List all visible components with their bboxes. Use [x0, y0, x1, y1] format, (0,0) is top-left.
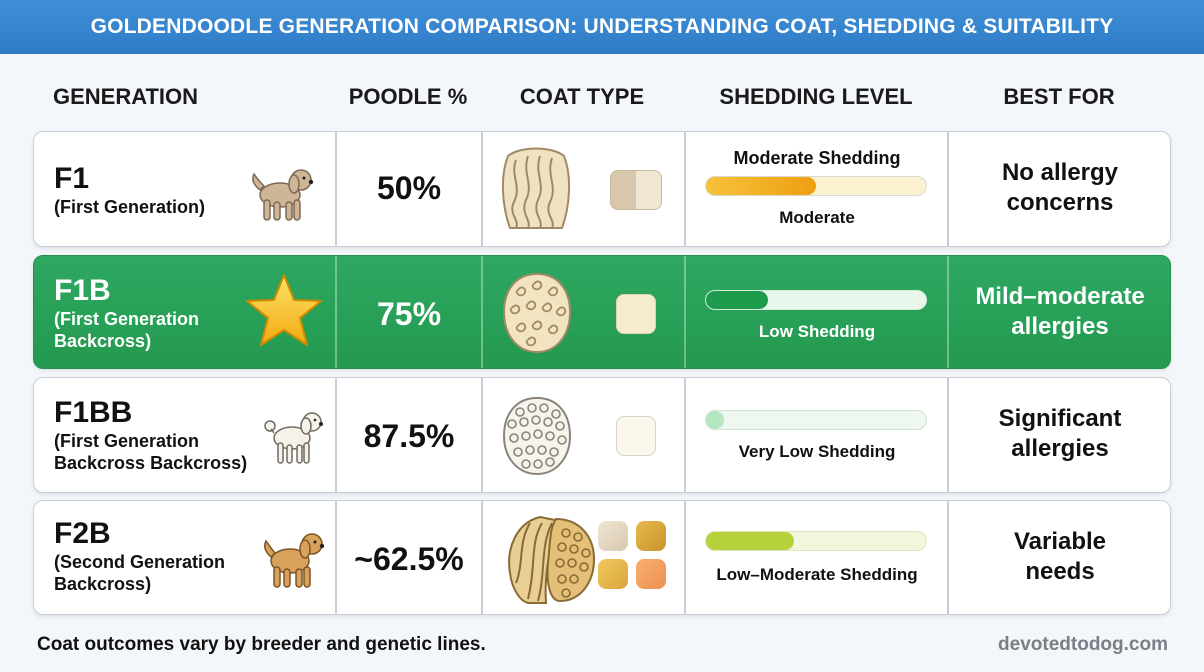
- shedding-label: Moderate: [779, 208, 855, 227]
- title-bar: GOLDENDOODLE GENERATION COMPARISON: UNDE…: [0, 0, 1204, 54]
- shedding-title: Moderate Shedding: [733, 148, 901, 168]
- coat-color-swatch: [636, 559, 666, 589]
- best-for: No allergy concerns: [1001, 159, 1119, 216]
- coat-color-swatch: [598, 521, 628, 551]
- shedding-bar-fill: [706, 411, 724, 429]
- curly-coat-icon: [502, 272, 572, 354]
- header-poodle-pct: POODLE %: [348, 84, 468, 109]
- best-for: Mild–moderate allergies: [975, 283, 1145, 340]
- generation-name: F1BB: [54, 396, 133, 429]
- generation-description: (Second Generation Backcross): [54, 552, 226, 594]
- shedding-label: Low–Moderate Shedding: [716, 565, 918, 584]
- generation-name: F1B: [54, 274, 111, 307]
- header-shedding-level: SHEDDING LEVEL: [719, 84, 913, 109]
- header-generation: GENERATION: [53, 84, 199, 109]
- shedding-bar-fill: [706, 291, 768, 309]
- table-row: F1 (First Generation) 50% Moderate Shedd…: [33, 131, 1171, 247]
- coat-color-swatch: [636, 521, 666, 551]
- generation-description: (First Generation Backcross Backcross): [54, 431, 248, 473]
- shedding-bar: [705, 290, 927, 310]
- footer-site-link[interactable]: devotedtodog.com: [998, 634, 1168, 655]
- best-for: Variable needs: [1013, 528, 1107, 585]
- shedding-bar: [705, 410, 927, 430]
- golden-doodle-dog-icon: [264, 533, 325, 588]
- poodle-percentage: ~62.5%: [354, 541, 464, 577]
- poodle-percentage: 75%: [376, 296, 442, 332]
- shedding-label: Very Low Shedding: [738, 442, 896, 461]
- tight-curl-coat-icon: [502, 396, 572, 476]
- coat-color-swatch: [616, 416, 656, 456]
- page-title: GOLDENDOODLE GENERATION COMPARISON: UNDE…: [90, 15, 1114, 38]
- table-row: F2B (Second Generation Backcross) ~62.5%: [33, 500, 1171, 615]
- column-headers: GENERATION POODLE % COAT TYPE SHEDDING L…: [0, 84, 1204, 118]
- poodle-percentage: 50%: [376, 170, 442, 206]
- generation-name: F2B: [54, 517, 111, 550]
- generation-description: (First Generation): [54, 197, 206, 217]
- poodle-outline-icon: [264, 412, 323, 464]
- star-icon: [246, 274, 322, 346]
- coat-color-swatch: [616, 294, 656, 334]
- footer-note: Coat outcomes vary by breeder and geneti…: [37, 634, 486, 655]
- shedding-bar: [705, 531, 927, 551]
- generation-description: (First Generation Backcross): [54, 309, 200, 351]
- shedding-bar-fill: [706, 177, 816, 195]
- poodle-percentage: 87.5%: [363, 418, 455, 454]
- shedding-label: Low Shedding: [758, 322, 876, 341]
- table-row-highlighted: F1B (First Generation Backcross) 75%: [33, 255, 1171, 369]
- coat-color-swatch: [610, 170, 662, 210]
- doodle-dog-icon: [252, 169, 314, 221]
- shedding-bar-fill: [706, 532, 794, 550]
- shedding-bar: [705, 176, 927, 196]
- coat-color-swatch: [598, 559, 628, 589]
- mixed-coat-icon: [508, 515, 596, 604]
- header-coat-type: COAT TYPE: [519, 84, 645, 109]
- header-best-for: BEST FOR: [1003, 84, 1115, 109]
- wavy-coat-icon: [501, 147, 571, 229]
- table-row: F1BB (First Generation Backcross Backcro…: [33, 377, 1171, 493]
- generation-name: F1: [54, 162, 90, 195]
- best-for: Significant allergies: [998, 405, 1122, 462]
